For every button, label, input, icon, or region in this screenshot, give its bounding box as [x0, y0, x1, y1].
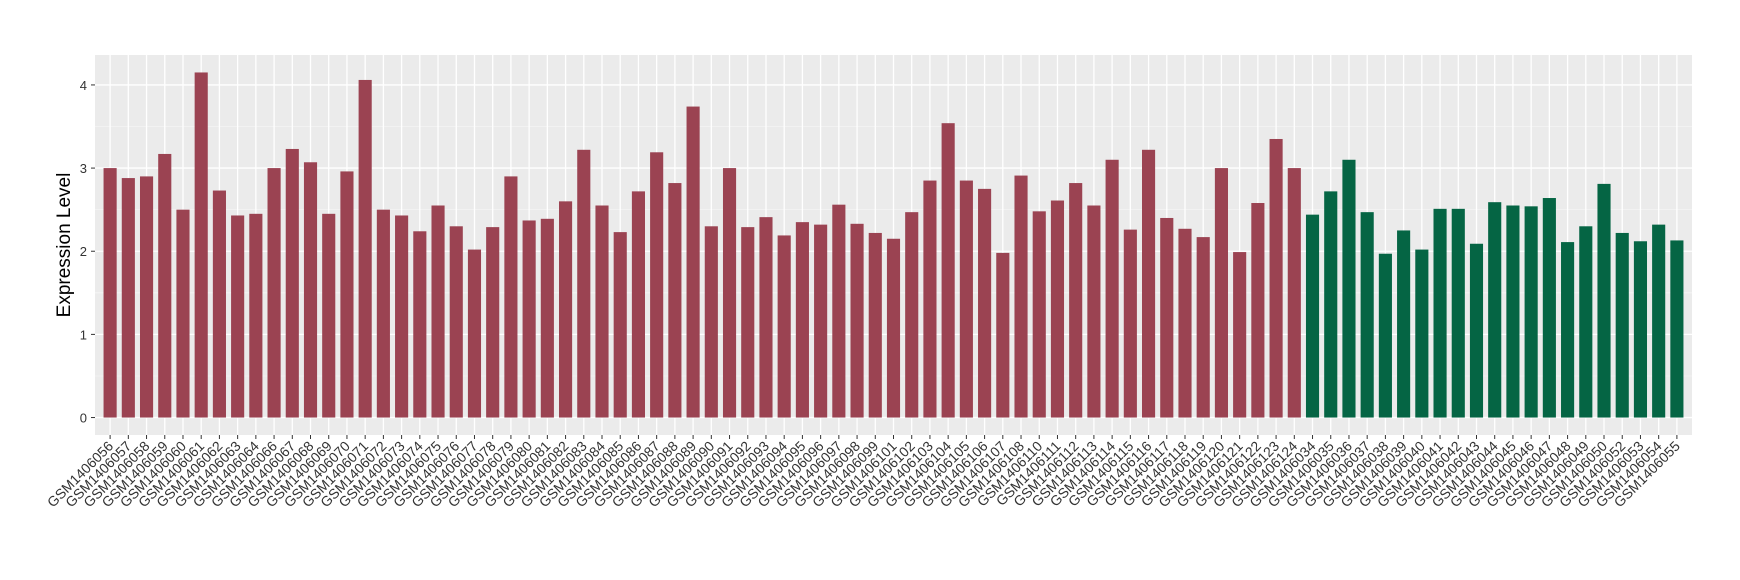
bar: [1196, 237, 1210, 418]
bar: [1579, 226, 1593, 418]
bar: [1178, 228, 1192, 418]
bar: [1214, 168, 1228, 418]
bar: [1433, 208, 1447, 418]
y-tick-label: 3: [80, 161, 87, 176]
bar: [176, 209, 190, 418]
bar: [886, 238, 901, 418]
bar: [158, 153, 172, 418]
bar: [1633, 241, 1648, 418]
bar: [540, 218, 554, 418]
bar: [376, 209, 390, 418]
bar: [212, 190, 226, 418]
bar: [303, 162, 318, 418]
bar: [868, 232, 882, 418]
bar: [1597, 183, 1611, 418]
bar: [1342, 159, 1356, 418]
bar: [1469, 243, 1484, 418]
bar: [231, 215, 245, 418]
bar: [686, 106, 700, 418]
bar: [577, 149, 591, 418]
bar: [1378, 253, 1392, 418]
bar: [1251, 203, 1265, 418]
bar: [1652, 224, 1666, 418]
bar: [595, 205, 609, 418]
bar: [1160, 217, 1174, 418]
bar: [722, 168, 737, 418]
bar: [850, 223, 864, 418]
bar: [431, 205, 445, 418]
bar: [668, 183, 682, 418]
bar: [741, 227, 755, 418]
bar: [1542, 198, 1556, 418]
bar: [449, 226, 463, 418]
y-tick-label: 1: [80, 327, 87, 342]
bar: [613, 232, 627, 418]
bar: [121, 178, 135, 418]
bar: [504, 176, 518, 418]
bar: [1524, 206, 1538, 418]
bar: [1488, 202, 1502, 418]
bar: [905, 212, 919, 418]
bar: [395, 215, 409, 418]
bar: [1561, 242, 1575, 418]
y-tick-label: 4: [80, 78, 87, 93]
y-tick-label: 0: [80, 411, 87, 426]
bar: [1050, 200, 1065, 418]
bar: [467, 249, 482, 418]
bar: [1105, 159, 1119, 418]
bar: [1141, 149, 1156, 418]
bar: [923, 180, 937, 418]
bar: [1397, 230, 1411, 418]
bar: [340, 171, 354, 418]
bar: [194, 72, 208, 418]
bar: [1032, 211, 1046, 418]
bar: [486, 227, 500, 418]
bar: [1014, 175, 1028, 418]
bar: [1305, 214, 1320, 418]
bar: [103, 168, 117, 418]
bar: [1670, 240, 1684, 418]
bar: [522, 220, 536, 418]
bar: [1360, 212, 1374, 418]
y-tick-label: 2: [80, 244, 87, 259]
bar: [285, 148, 299, 418]
bar: [996, 252, 1010, 418]
bar: [1287, 168, 1301, 418]
bar: [139, 176, 154, 418]
bar: [759, 217, 773, 418]
bar: [650, 152, 664, 418]
bar: [1615, 232, 1629, 418]
bar: [559, 201, 573, 418]
bar: [777, 235, 791, 418]
bar: [267, 168, 281, 418]
bar: [1087, 205, 1101, 418]
bar: [1415, 249, 1429, 418]
bar: [1451, 208, 1465, 418]
bar: [249, 213, 263, 418]
bar: [1324, 191, 1338, 418]
y-axis-label: Expression Level: [54, 173, 75, 318]
bar: [941, 123, 955, 418]
bar: [358, 79, 372, 418]
bar: [631, 191, 646, 418]
bar: [1506, 205, 1520, 418]
bar: [832, 204, 846, 418]
bar: [1123, 229, 1137, 418]
bar: [978, 188, 992, 418]
bar: [795, 222, 809, 418]
bar: [322, 213, 336, 418]
bar: [704, 226, 718, 418]
bar: [959, 180, 973, 418]
bar: [1269, 138, 1283, 418]
bar: [1233, 252, 1247, 418]
bar: [1069, 183, 1083, 418]
bar: [413, 231, 427, 418]
bar: [814, 224, 828, 418]
